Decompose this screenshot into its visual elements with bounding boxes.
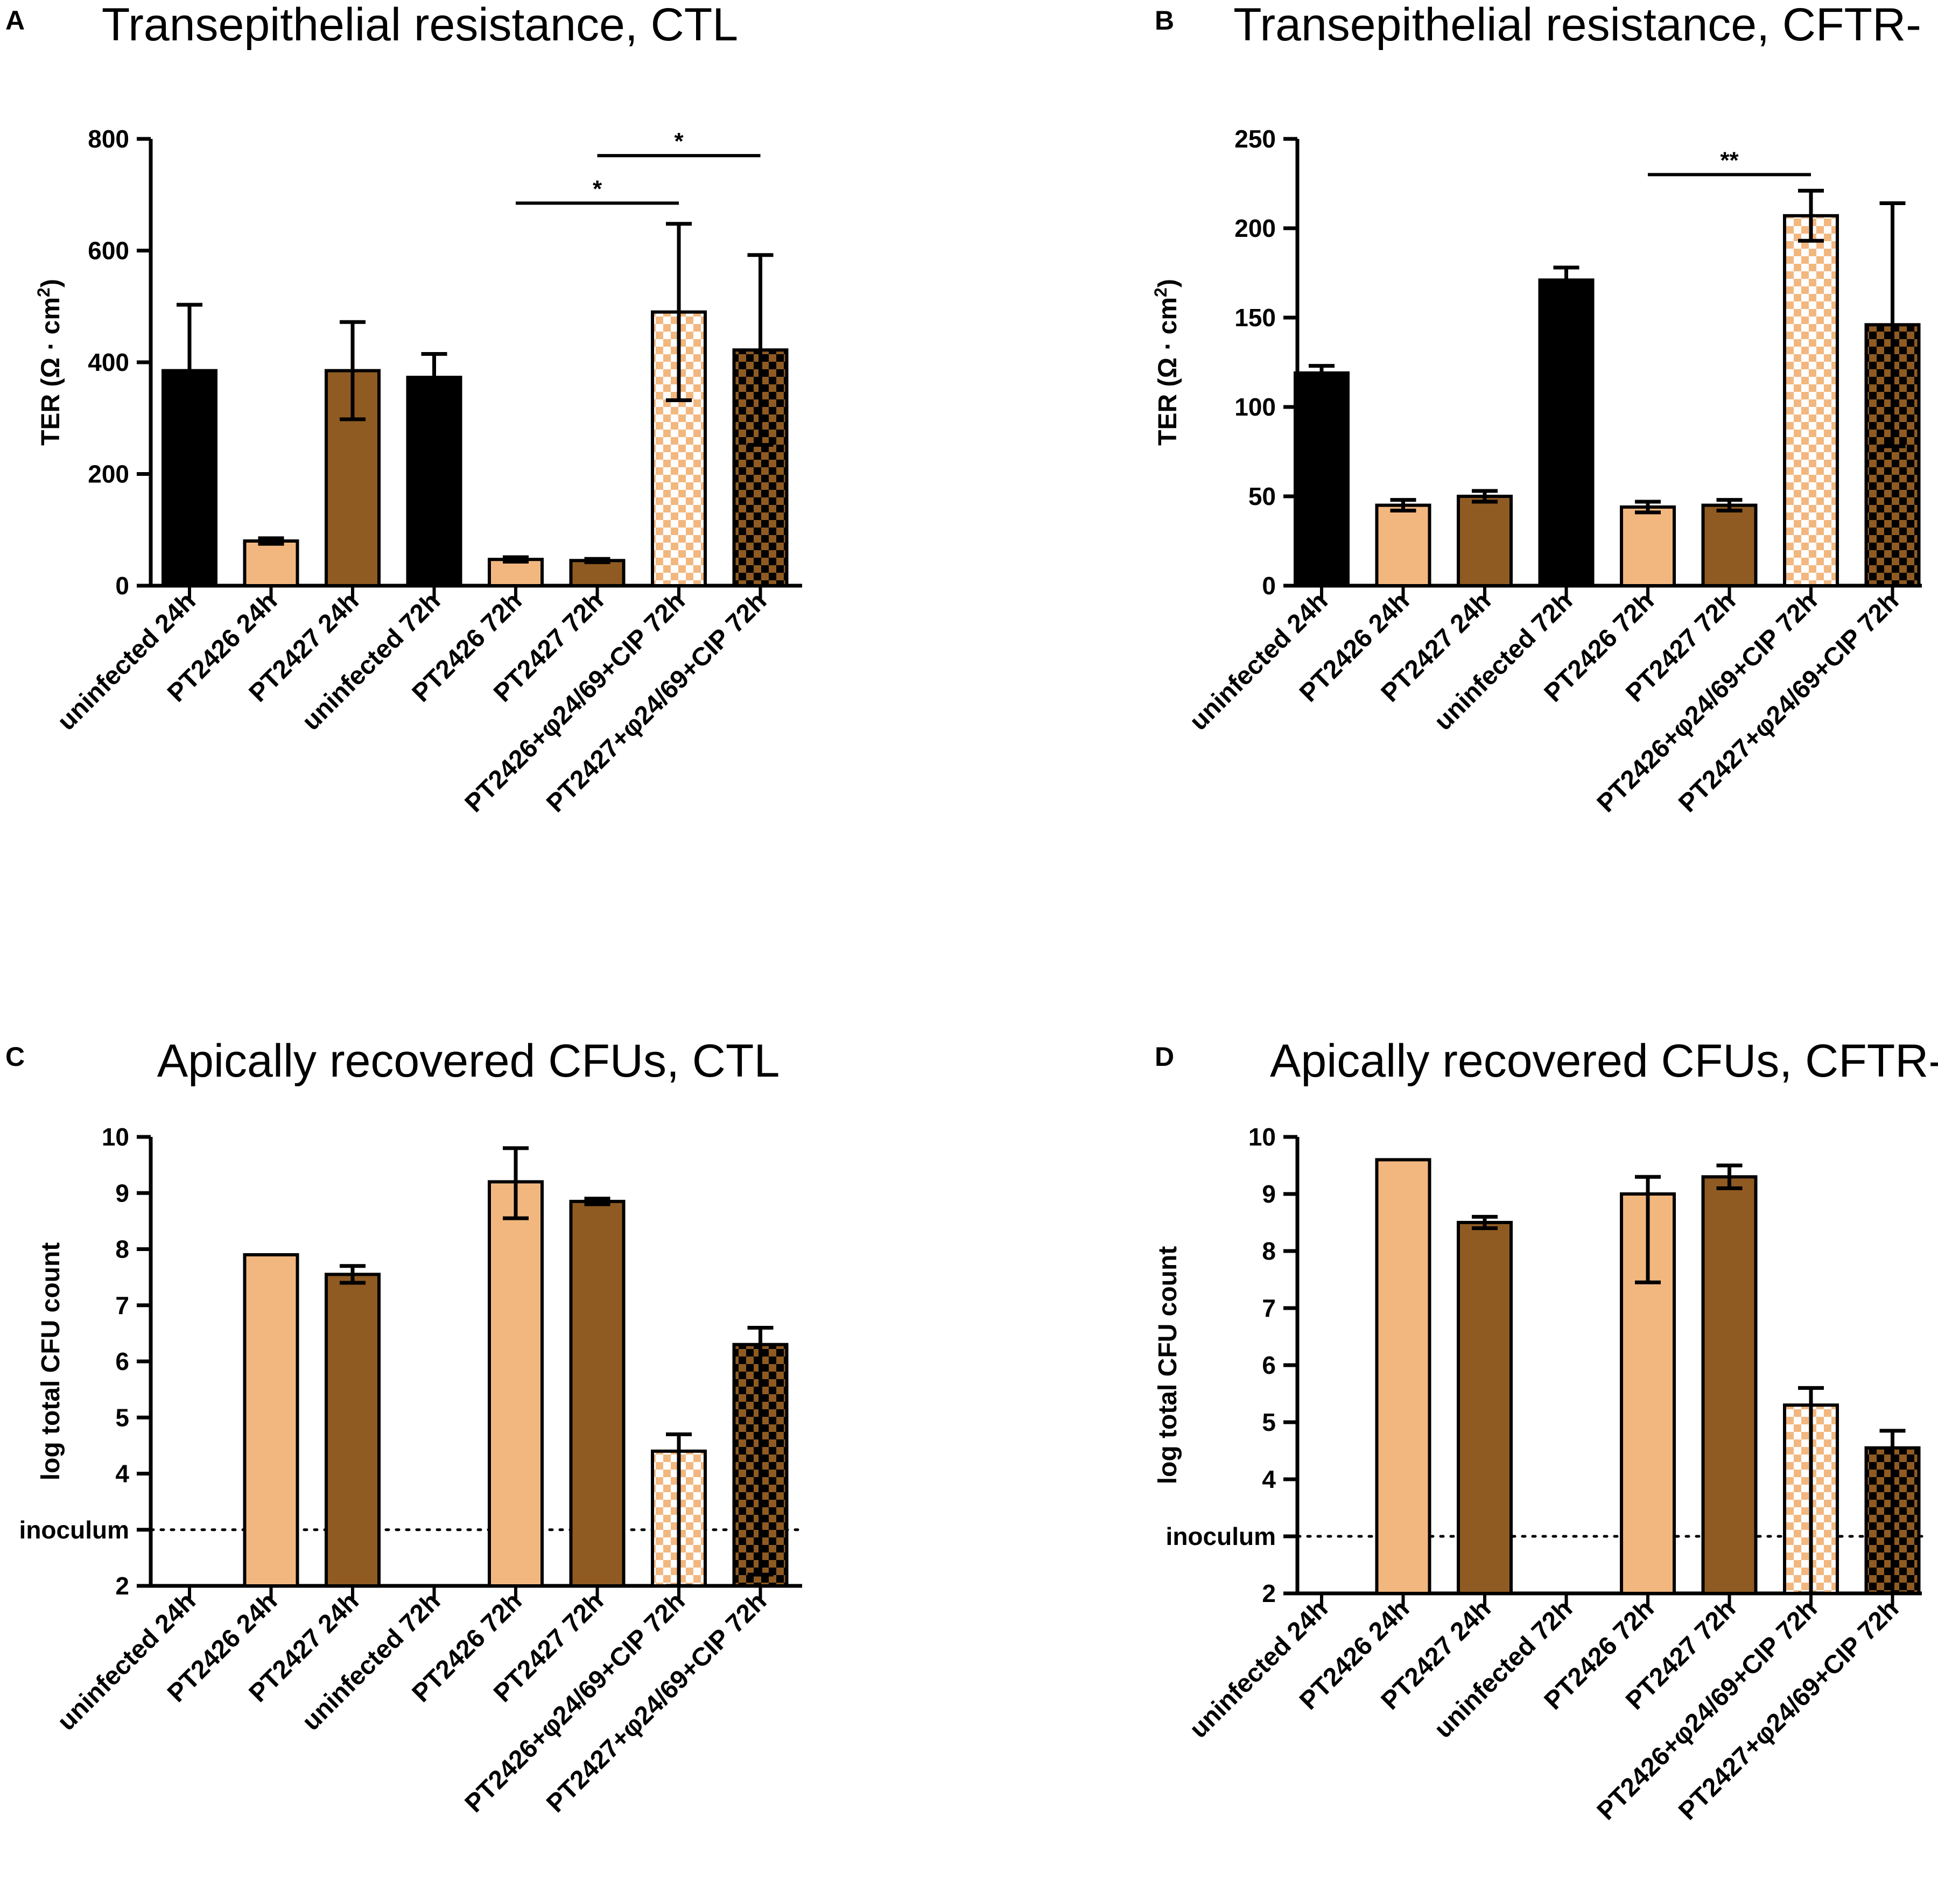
bar (406, 376, 462, 587)
bar (488, 1180, 544, 1587)
y-axis-title: TER (Ω · cm2) (34, 279, 65, 446)
x-category-label: uninfected 24h (1184, 1594, 1333, 1744)
x-category-label: uninfected 24h (52, 1587, 201, 1736)
y-tick-label: 250 (1234, 125, 1276, 153)
y-tick-label: inoculum (19, 1516, 129, 1544)
bar (1701, 1175, 1758, 1595)
bar (1620, 505, 1676, 587)
y-tick-label: 9 (115, 1179, 129, 1207)
bar (1701, 503, 1758, 587)
bar (1294, 371, 1350, 587)
significance-label: * (674, 128, 684, 154)
bar (243, 1253, 299, 1588)
plot-area-a: 0 200 400 600 800 TER (Ω · cm2) uninfected 24h… (34, 125, 802, 818)
y-tick-label: 6 (115, 1347, 129, 1375)
y-tick-label: 0 (1262, 572, 1276, 600)
chart-title-b: Transepithelial resistance, CFTR- (1233, 0, 1921, 51)
bar (1375, 503, 1431, 587)
panel-b: B Transepithelial resistance, CFTR- 0 50 1… (1151, 0, 1922, 818)
bar (569, 559, 626, 587)
bar (1457, 495, 1513, 587)
y-tick-label: 10 (102, 1123, 129, 1151)
x-category-label: uninfected 72h (297, 587, 446, 736)
y-tick-label: 400 (88, 348, 129, 376)
y-tick-label: 8 (115, 1235, 129, 1263)
x-category-label: uninfected 24h (52, 587, 201, 736)
significance-label: * (593, 175, 602, 202)
chart-title-c: Apically recovered CFUs, CTL (157, 1035, 780, 1087)
y-tick-label: 10 (1248, 1123, 1276, 1151)
bar (488, 558, 544, 588)
y-axis-title: log total CFU count (37, 1242, 65, 1481)
plot-area-b: 0 50 100 150 200 250 TER (Ω · cm2) uninfected 2… (1151, 125, 1922, 818)
bar (1457, 1221, 1513, 1595)
x-category-label: uninfected 24h (1184, 587, 1333, 736)
y-axis-title: log total CFU count (1154, 1246, 1182, 1485)
y-axis-title: TER (Ω · cm2) (1151, 279, 1182, 446)
y-tick-label: inoculum (1166, 1522, 1276, 1550)
panel-letter-a: A (5, 5, 25, 36)
y-tick-label: 7 (1262, 1294, 1276, 1322)
panel-a: A Transepithelial resistance, CTL 0 200 40… (5, 0, 802, 818)
y-tick-label: 150 (1234, 304, 1276, 332)
y-tick-label: 800 (88, 125, 129, 153)
y-tick-label: 2 (1262, 1579, 1276, 1607)
x-category-label: uninfected 72h (1429, 1594, 1578, 1744)
y-tick-label: 7 (115, 1291, 129, 1319)
panel-letter-d: D (1155, 1042, 1174, 1072)
y-tick-label: 8 (1262, 1237, 1276, 1265)
y-tick-label: 9 (1262, 1180, 1276, 1208)
y-tick-label: 200 (1234, 214, 1276, 242)
plot-area-d: 2 inoculum 4 5 6 7 8 9 10 log total CFU count unin… (1154, 1123, 1923, 1825)
bar (1538, 278, 1595, 587)
plot-area-c: 2 inoculum 4 5 6 7 8 9 10 log total CFU count unin… (19, 1123, 804, 1818)
y-tick-label: 200 (88, 460, 129, 488)
panel-letter-b: B (1155, 5, 1174, 36)
panel-d: D Apically recovered CFUs, CFTR- 2 inocul… (1154, 1035, 1938, 1825)
panel-letter-c: C (5, 1042, 25, 1072)
y-tick-label: 2 (115, 1572, 129, 1600)
bar (243, 539, 299, 587)
y-tick-label: 4 (115, 1460, 129, 1488)
x-category-label: uninfected 72h (297, 1587, 446, 1736)
significance-label: ** (1720, 147, 1739, 173)
y-tick-label: 600 (88, 237, 129, 265)
panel-c: C Apically recovered CFUs, CTL 2 inoculum… (5, 1035, 804, 1818)
y-tick-label: 6 (1262, 1351, 1276, 1379)
chart-title-d: Apically recovered CFUs, CFTR- (1270, 1035, 1938, 1087)
bar (1783, 214, 1839, 587)
y-tick-label: 50 (1248, 482, 1276, 510)
chart-title-a: Transepithelial resistance, CTL (102, 0, 738, 51)
y-tick-label: 4 (1262, 1465, 1276, 1493)
y-tick-label: 5 (1262, 1408, 1276, 1436)
y-tick-label: 100 (1234, 393, 1276, 421)
x-category-label: uninfected 72h (1429, 587, 1578, 736)
bar (325, 1273, 381, 1588)
y-tick-label: 5 (115, 1403, 129, 1431)
bar (1375, 1158, 1431, 1595)
y-tick-label: 0 (115, 572, 129, 600)
bar (569, 1199, 626, 1587)
